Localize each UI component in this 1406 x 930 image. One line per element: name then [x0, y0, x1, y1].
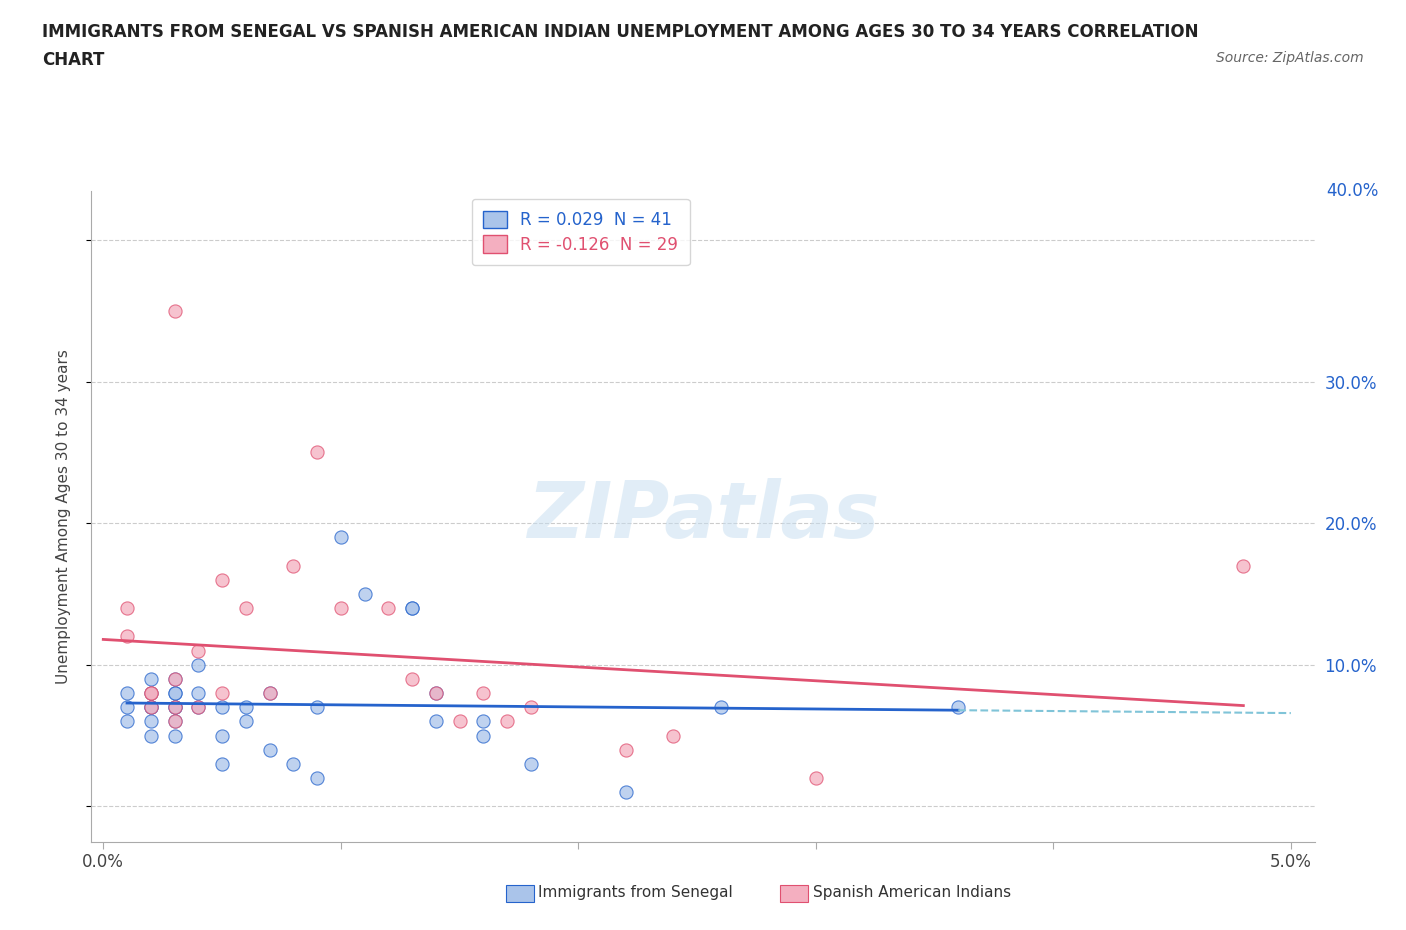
Text: Immigrants from Senegal: Immigrants from Senegal	[538, 885, 734, 900]
Point	[614, 785, 637, 800]
Point	[211, 728, 233, 743]
Point	[520, 699, 543, 714]
Point	[948, 699, 970, 714]
Point	[353, 587, 375, 602]
Point	[449, 714, 471, 729]
Point	[139, 685, 162, 700]
Point	[115, 629, 138, 644]
Point	[139, 699, 162, 714]
Point	[163, 685, 186, 700]
Point	[520, 756, 543, 771]
Point	[259, 685, 281, 700]
Point	[139, 685, 162, 700]
Point	[187, 658, 209, 672]
Point	[211, 756, 233, 771]
Legend: R = 0.029  N = 41, R = -0.126  N = 29: R = 0.029 N = 41, R = -0.126 N = 29	[472, 199, 689, 265]
Text: CHART: CHART	[42, 51, 104, 69]
Point	[1232, 558, 1254, 573]
Point	[211, 685, 233, 700]
Point	[139, 699, 162, 714]
Point	[472, 685, 495, 700]
Point	[163, 671, 186, 686]
Point	[187, 699, 209, 714]
Point	[163, 699, 186, 714]
Point	[163, 728, 186, 743]
Point	[163, 303, 186, 318]
Point	[259, 685, 281, 700]
Text: Source: ZipAtlas.com: Source: ZipAtlas.com	[1216, 51, 1364, 65]
Point	[329, 601, 352, 616]
Point	[662, 728, 685, 743]
Point	[163, 699, 186, 714]
Point	[377, 601, 399, 616]
Point	[425, 685, 447, 700]
Point	[163, 671, 186, 686]
Point	[115, 601, 138, 616]
Point	[614, 742, 637, 757]
Point	[139, 671, 162, 686]
Point	[187, 685, 209, 700]
Point	[305, 699, 328, 714]
Point	[211, 572, 233, 587]
Text: ZIPatlas: ZIPatlas	[527, 478, 879, 554]
Point	[283, 558, 305, 573]
Point	[163, 714, 186, 729]
Point	[235, 714, 257, 729]
Point	[401, 601, 423, 616]
Point	[139, 728, 162, 743]
Point	[115, 685, 138, 700]
Y-axis label: Unemployment Among Ages 30 to 34 years: Unemployment Among Ages 30 to 34 years	[56, 349, 70, 684]
Point	[115, 699, 138, 714]
Point	[305, 445, 328, 460]
Point	[187, 699, 209, 714]
Point	[235, 601, 257, 616]
Point	[710, 699, 733, 714]
Point	[139, 714, 162, 729]
Point	[163, 714, 186, 729]
Point	[139, 685, 162, 700]
Point	[472, 714, 495, 729]
Text: IMMIGRANTS FROM SENEGAL VS SPANISH AMERICAN INDIAN UNEMPLOYMENT AMONG AGES 30 TO: IMMIGRANTS FROM SENEGAL VS SPANISH AMERI…	[42, 23, 1199, 41]
Point	[401, 601, 423, 616]
Point	[804, 771, 827, 786]
Point	[115, 714, 138, 729]
Point	[425, 714, 447, 729]
Point	[283, 756, 305, 771]
Point	[259, 742, 281, 757]
Point	[187, 644, 209, 658]
Point	[472, 728, 495, 743]
Point	[425, 685, 447, 700]
Point	[305, 771, 328, 786]
Point	[163, 685, 186, 700]
Point	[329, 530, 352, 545]
Text: 40.0%: 40.0%	[1326, 181, 1378, 200]
Text: Spanish American Indians: Spanish American Indians	[813, 885, 1011, 900]
Point	[401, 671, 423, 686]
Point	[235, 699, 257, 714]
Point	[496, 714, 519, 729]
Point	[139, 699, 162, 714]
Point	[163, 699, 186, 714]
Point	[211, 699, 233, 714]
